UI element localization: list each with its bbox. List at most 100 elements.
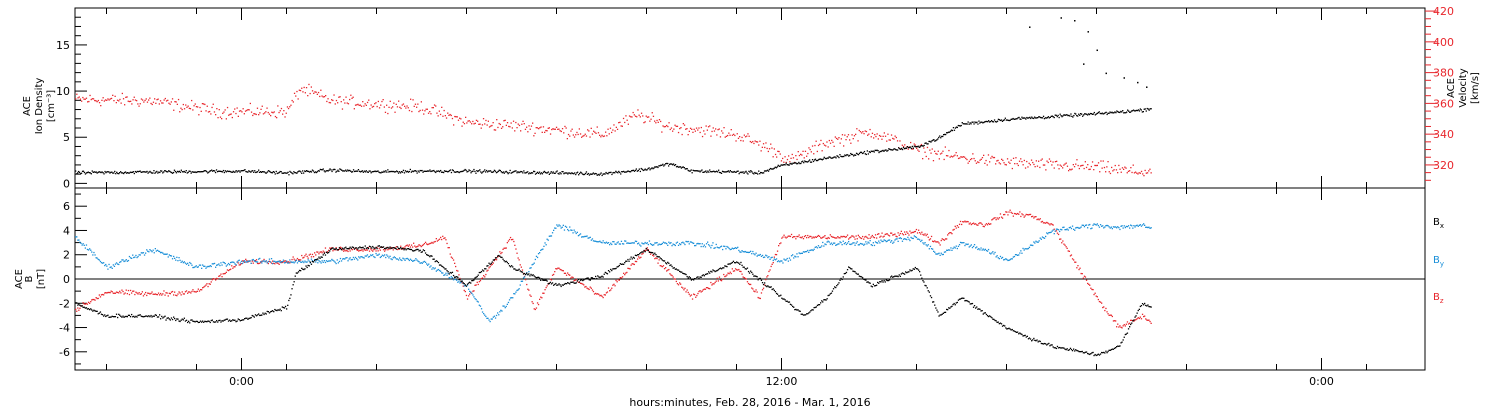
by-series-point [613,241,615,243]
bz-series-point [232,267,234,269]
bz-series-point [188,291,190,293]
bz-series-point [627,267,629,269]
bz-series-point [162,293,164,295]
bx-series-point [766,286,768,288]
velocity-series-point [360,105,363,107]
by-series-point [201,267,203,269]
velocity-series-point [400,107,402,110]
velocity-series-point [429,111,431,113]
bx-series-point [764,282,766,284]
bz-series-point [771,263,773,265]
bx-series-point [642,251,644,253]
bx-series-point [593,278,596,280]
velocity-series-point [272,112,274,114]
density-series-point [395,171,397,173]
velocity-series-point [554,128,556,130]
density-series-point [939,135,941,137]
velocity-series-point [459,117,461,119]
bx-series-point [189,322,191,324]
velocity-series-point [1087,164,1089,166]
bx-series-point [101,314,104,316]
by-series-point [1001,256,1004,259]
density-series-point [413,170,415,172]
bz-series-point [958,223,961,225]
density-series-point [255,171,257,174]
by-series-point [356,258,358,260]
bz-series-point [1112,320,1115,322]
bx-series-point [672,267,674,269]
by-series-point [1144,224,1146,226]
density-series-point [226,170,228,172]
by-series-point [497,312,499,314]
bx-series-point [878,282,880,284]
bx-series-point [194,321,196,323]
by-series-point [1120,225,1122,227]
by-series-point [975,247,977,249]
density-series-point [182,171,184,173]
bx-series-point [924,284,926,287]
velocity-series-point [856,128,858,130]
velocity-series-point [430,113,432,115]
bx-series-point [235,321,237,323]
velocity-series-point [273,111,275,113]
velocity-series-point [1108,171,1110,173]
by-series-point [637,243,639,245]
by-series-point [576,231,578,233]
by-series-point [306,261,308,263]
bz-series-point [254,260,257,262]
bx-series-point [229,319,231,321]
bx-series-point [729,263,731,265]
bz-series-point [946,238,948,240]
density-series-point [1139,108,1141,110]
bz-series-point [484,276,486,278]
velocity-series-point [431,107,433,109]
density-series-point [924,142,926,144]
bx-series-point [980,310,982,312]
density-series-point [397,172,400,174]
bz-series-point [955,227,957,229]
bx-series-point [536,276,539,279]
density-series-point [119,172,121,174]
bz-series-point [798,234,800,236]
density-series-point [304,170,306,172]
density-series-point [335,171,337,173]
velocity-series-point [851,134,853,136]
density-series-point [701,169,703,171]
density-series-point [1041,117,1044,119]
by-series-point [421,262,423,264]
by-series-point [726,245,728,248]
by-series-point [279,261,281,264]
by-series-point [880,239,882,241]
by-series-point [733,247,736,249]
bz-series-point [788,235,791,237]
density-series-point [937,138,939,140]
bx-series-point [79,304,81,306]
bz-series-point [746,281,749,283]
bx-series-point [700,276,702,278]
by-series-point [196,266,198,268]
by-series-point [364,255,366,257]
density-series-point [174,170,177,173]
by-series-point [1089,223,1091,226]
bx-series-point [781,297,783,299]
velocity-axis-label: ACE [1446,78,1457,98]
bz-series-point [189,291,191,293]
by-series-point [293,262,295,264]
by-series-point [121,259,123,261]
velocity-series-point [734,134,736,137]
density-series-point [489,170,491,172]
bx-series-point [381,246,384,248]
velocity-series-point [395,103,397,105]
density-series-point [103,173,105,175]
velocity-series-point [508,125,510,128]
by-series-point [435,270,437,272]
by-series-point [209,265,211,267]
velocity-series-point [393,102,395,104]
velocity-series-point [161,102,163,104]
by-series-point [621,243,624,245]
bx-series-point [644,251,646,253]
bx-series-point [886,279,888,282]
density-series-point [123,172,125,175]
by-series-point [1145,226,1147,228]
density-series-point [849,154,851,157]
